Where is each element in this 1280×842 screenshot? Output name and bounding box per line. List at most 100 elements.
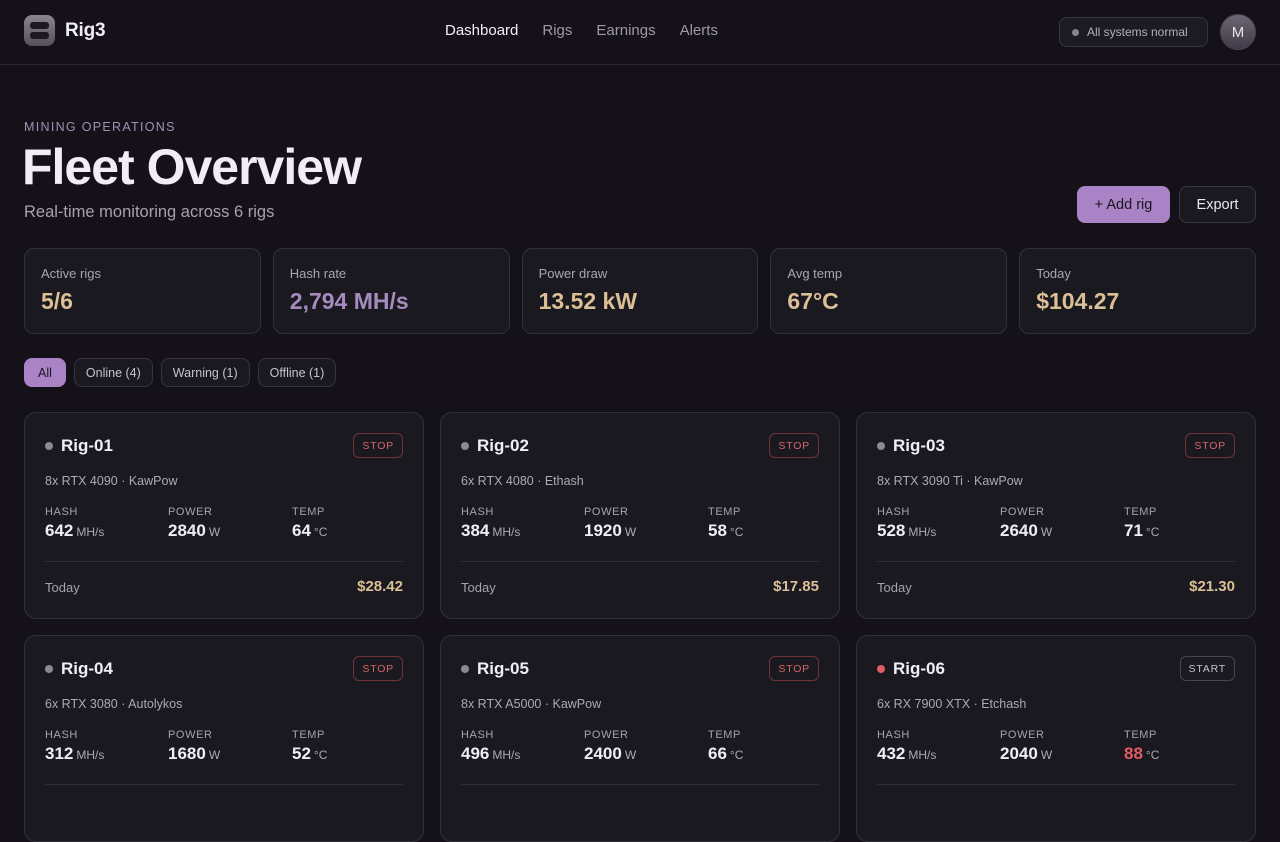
power-unit: W — [624, 748, 637, 762]
rig-card[interactable]: Rig-04 STOP 6x RTX 3080 · Autolykos HASH… — [24, 635, 424, 842]
hash-unit: MH/s — [76, 748, 105, 762]
power-metric: POWER 2840 W — [168, 506, 220, 541]
metric-value: 312 MH/s — [45, 744, 104, 764]
stat-value: 5/6 — [41, 288, 73, 314]
metric-value: 64 °C — [292, 521, 327, 541]
metric-label: HASH — [877, 729, 910, 741]
today-label: Today — [877, 580, 912, 595]
power-value: 1920 — [584, 521, 622, 540]
power-unit: W — [624, 525, 637, 539]
rig-model: 8x RTX A5000 · KawPow — [461, 697, 602, 711]
rig-card[interactable]: Rig-06 START 6x RX 7900 XTX · Etchash HA… — [856, 635, 1256, 842]
power-value: 1680 — [168, 744, 206, 763]
rig-name: Rig-06 — [893, 659, 945, 678]
nav-dashboard[interactable]: Dashboard — [445, 22, 519, 39]
status-dot-icon — [461, 442, 469, 450]
rig-card[interactable]: Rig-02 STOP 6x RTX 4080 · Ethash HASH 38… — [440, 412, 840, 619]
rig-name: Rig-02 — [477, 436, 529, 455]
user-avatar[interactable]: M — [1220, 14, 1256, 50]
rig-card[interactable]: Rig-03 STOP 8x RTX 3090 Ti · KawPow HASH… — [856, 412, 1256, 619]
today-earnings: $21.30 — [1189, 578, 1235, 595]
stats-row: Active rigs 5/6 Hash rate 2,794 MH/s Pow… — [24, 248, 1256, 334]
metric-label: HASH — [877, 506, 910, 518]
metric-label: HASH — [461, 729, 494, 741]
metric-label: TEMP — [292, 729, 325, 741]
hash-unit: MH/s — [492, 748, 521, 762]
divider — [877, 784, 1235, 785]
hash-metric: HASH 642 MH/s — [45, 506, 104, 541]
hash-metric: HASH 312 MH/s — [45, 729, 104, 764]
metric-value: 528 MH/s — [877, 521, 936, 541]
stop-button[interactable]: STOP — [769, 656, 819, 681]
stat-card-power-draw: Power draw 13.52 kW — [521, 248, 759, 334]
metric-value: 1920 W — [584, 521, 636, 541]
hash-metric: HASH 384 MH/s — [461, 506, 520, 541]
temp-value: 88 — [1124, 744, 1143, 763]
add-rig-button[interactable]: + Add rig — [1077, 186, 1170, 223]
hash-value: 312 — [45, 744, 74, 763]
stop-button[interactable]: STOP — [1185, 433, 1235, 458]
export-button[interactable]: Export — [1179, 186, 1256, 223]
hash-metric: HASH 432 MH/s — [877, 729, 936, 764]
metric-value: 66 °C — [708, 744, 743, 764]
system-status-badge[interactable]: All systems normal — [1059, 17, 1208, 47]
metric-value: 496 MH/s — [461, 744, 520, 764]
hash-unit: MH/s — [76, 525, 105, 539]
filter-all[interactable]: All — [24, 358, 66, 387]
metric-label: TEMP — [1124, 506, 1157, 518]
filter-offline[interactable]: Offline (1) — [257, 358, 337, 387]
power-value: 2040 — [1000, 744, 1038, 763]
start-button[interactable]: START — [1179, 656, 1235, 681]
hash-unit: MH/s — [492, 525, 521, 539]
stop-button[interactable]: STOP — [769, 433, 819, 458]
metric-value: 2840 W — [168, 521, 220, 541]
stat-value: 13.52 kW — [538, 288, 638, 314]
nav-alerts[interactable]: Alerts — [679, 22, 718, 39]
stat-value: 2,794 MH/s — [289, 288, 409, 314]
hash-unit: MH/s — [908, 525, 937, 539]
hash-metric: HASH 528 MH/s — [877, 506, 936, 541]
status-dot-icon — [45, 665, 53, 673]
today-label: Today — [461, 580, 496, 595]
metric-label: TEMP — [708, 506, 741, 518]
stat-card-today: Today $104.27 — [1019, 248, 1256, 334]
today-earnings: $28.42 — [357, 578, 403, 595]
nav-earnings[interactable]: Earnings — [596, 22, 656, 39]
metric-label: TEMP — [292, 506, 325, 518]
stat-value: 67°C — [787, 288, 839, 314]
stat-label: Power draw — [538, 266, 608, 281]
rig-card[interactable]: Rig-01 STOP 8x RTX 4090 · KawPow HASH 64… — [24, 412, 424, 619]
rig-name: Rig-04 — [61, 659, 113, 678]
brand[interactable]: Rig3 — [24, 15, 106, 46]
temp-unit: °C — [1145, 748, 1160, 762]
avatar-initial: M — [1231, 23, 1245, 41]
divider — [45, 784, 403, 785]
rig-card[interactable]: Rig-05 STOP 8x RTX A5000 · KawPow HASH 4… — [440, 635, 840, 842]
temp-unit: °C — [729, 525, 744, 539]
power-value: 2640 — [1000, 521, 1038, 540]
nav-rigs[interactable]: Rigs — [542, 22, 573, 39]
stop-button[interactable]: STOP — [353, 656, 403, 681]
hash-metric: HASH 496 MH/s — [461, 729, 520, 764]
power-value: 2840 — [168, 521, 206, 540]
power-unit: W — [1040, 525, 1053, 539]
rig-name: Rig-03 — [893, 436, 945, 455]
metric-value: 52 °C — [292, 744, 327, 764]
metric-label: TEMP — [1124, 729, 1157, 741]
metric-value: 71 °C — [1124, 521, 1159, 541]
filter-online[interactable]: Online (4) — [73, 358, 153, 387]
rig-name: Rig-01 — [61, 436, 113, 455]
metric-label: TEMP — [708, 729, 741, 741]
metric-label: POWER — [584, 506, 629, 518]
filter-warning[interactable]: Warning (1) — [160, 358, 250, 387]
stat-card-active-rigs: Active rigs 5/6 — [24, 248, 261, 334]
stop-button[interactable]: STOP — [353, 433, 403, 458]
metric-value: 642 MH/s — [45, 521, 104, 541]
today-label: Today — [45, 580, 80, 595]
stat-label: Hash rate — [289, 266, 347, 281]
divider — [461, 561, 819, 562]
temp-value: 58 — [708, 521, 727, 540]
stat-label: Avg temp — [787, 266, 843, 281]
metric-label: POWER — [168, 506, 213, 518]
hash-value: 642 — [45, 521, 74, 540]
